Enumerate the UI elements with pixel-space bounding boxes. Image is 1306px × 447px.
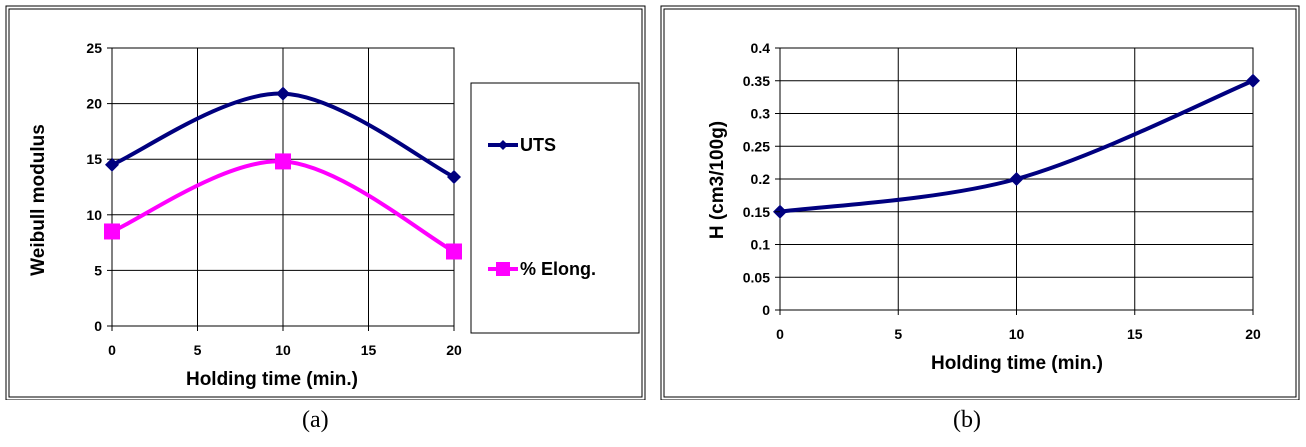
a-ytick-label: 10 — [86, 207, 102, 223]
chart-a-xlabel: Holding time (min.) — [186, 369, 358, 390]
a-legend-marker-0 — [498, 140, 508, 150]
chart-a-ylabel: Weibull modulus — [28, 124, 49, 276]
a-xtick-label: 15 — [361, 342, 377, 358]
chart-b-frame — [660, 5, 1300, 401]
b-ytick-label: 0.25 — [743, 138, 770, 154]
b-ytick-label: 0.2 — [751, 171, 771, 187]
a-legend-marker-1 — [496, 262, 510, 276]
a-series-1-point — [104, 223, 120, 240]
chart-b-xticks: 0 5 10 15 20 — [776, 310, 1261, 342]
b-series-0-point — [1246, 73, 1260, 88]
b-ytick-label: 0.3 — [751, 106, 771, 122]
chart-a-yticks: 0 5 10 15 20 25 — [86, 40, 112, 334]
b-ytick-label: 0.35 — [743, 73, 770, 89]
a-ytick-label: 15 — [86, 151, 102, 167]
b-ytick-label: 0 — [762, 302, 770, 318]
a-ytick-label: 5 — [94, 262, 102, 278]
b-xtick-label: 10 — [1009, 326, 1025, 342]
a-series-0-point — [105, 157, 119, 172]
b-ytick-label: 0.1 — [751, 237, 771, 253]
a-series-1-point — [275, 153, 291, 170]
chart-b-svg: 0 0.05 0.1 0.15 0.2 0.25 0.3 0.35 0.4 0 5 10 15 20 H… — [660, 5, 1300, 401]
b-xtick-label: 20 — [1245, 326, 1261, 342]
chart-a-frame-inner — [8, 8, 643, 398]
a-series-0-point — [276, 86, 290, 101]
a-series-0-point — [447, 169, 461, 184]
b-ytick-label: 0.4 — [751, 40, 771, 56]
chart-a-xticks: 0 5 10 15 20 — [108, 326, 462, 358]
a-xtick-label: 5 — [194, 342, 202, 358]
chart-b-frame-inner — [663, 8, 1297, 398]
chart-a-legend-box — [470, 82, 640, 334]
a-xtick-label: 20 — [446, 342, 462, 358]
caption-b: (b) — [953, 407, 981, 433]
b-series-0-point — [1009, 172, 1024, 186]
a-legend-label-0: UTS — [520, 135, 556, 155]
a-legend-label-1: % Elong. — [520, 259, 596, 279]
chart-b-xlabel: Holding time (min.) — [931, 353, 1103, 374]
chart-b: 0 0.05 0.1 0.15 0.2 0.25 0.3 0.35 0.4 0 5 10 15 20 H… — [655, 0, 1306, 401]
chart-a: 0 5 10 15 20 25 0 5 10 15 20 Holding time (min.) … — [0, 0, 650, 401]
a-ytick-label: 0 — [94, 318, 102, 334]
b-xtick-label: 15 — [1127, 326, 1143, 342]
chart-a-series-layer — [104, 86, 462, 260]
a-ytick-label: 20 — [86, 96, 102, 112]
caption-a: (a) — [302, 407, 329, 433]
chart-b-ylabel: H (cm3/100g) — [707, 121, 728, 239]
b-ytick-label: 0.05 — [743, 269, 770, 285]
a-series-1-point — [446, 243, 462, 260]
chart-a-legend: UTS % Elong. — [488, 135, 596, 279]
a-ytick-label: 25 — [86, 40, 102, 56]
b-xtick-label: 5 — [894, 326, 902, 342]
b-ytick-label: 0.15 — [743, 204, 770, 220]
a-xtick-label: 10 — [275, 342, 291, 358]
b-xtick-label: 0 — [776, 326, 784, 342]
chart-b-yticks: 0 0.05 0.1 0.15 0.2 0.25 0.3 0.35 0.4 — [743, 40, 780, 318]
a-xtick-label: 0 — [108, 342, 116, 358]
